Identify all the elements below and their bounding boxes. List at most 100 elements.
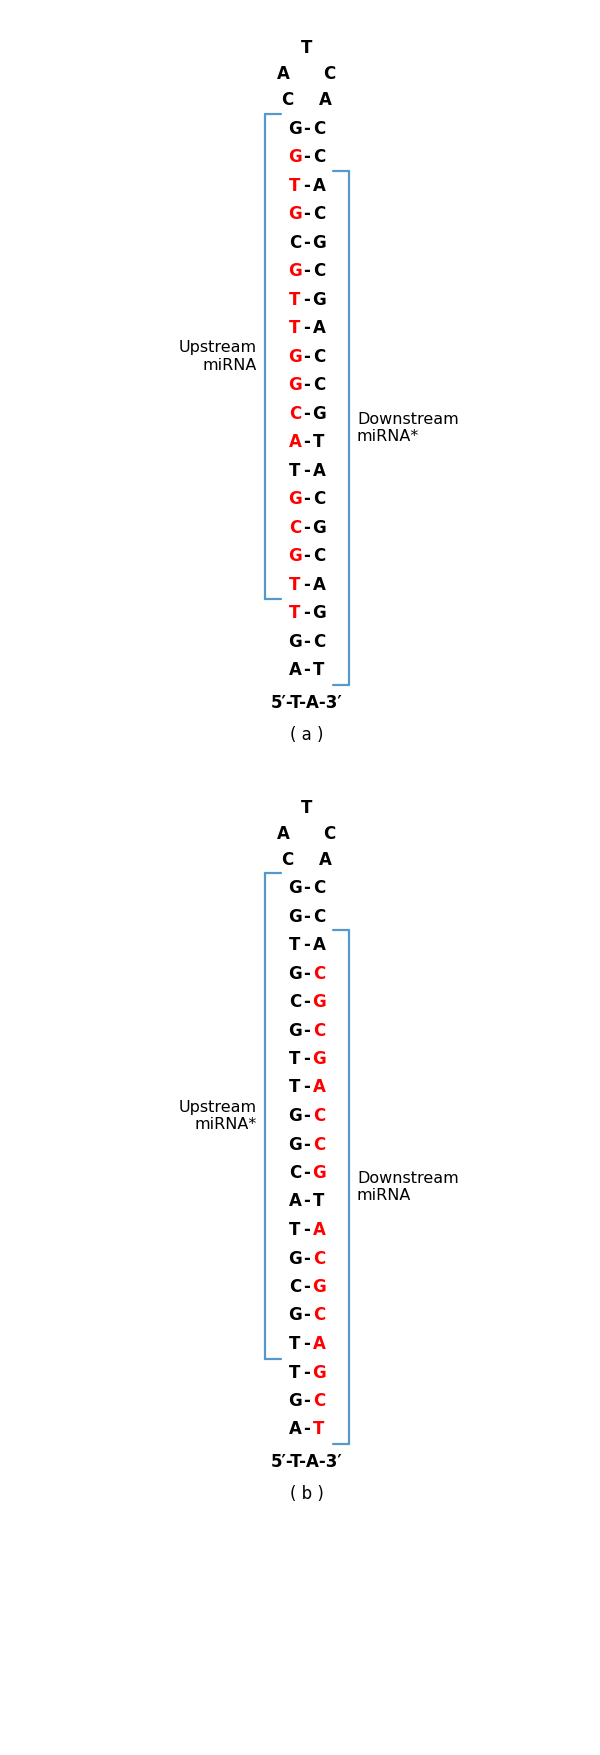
- Text: C: C: [323, 65, 335, 82]
- Text: -: -: [304, 462, 310, 479]
- Text: -: -: [304, 1049, 310, 1069]
- Text: A: A: [277, 825, 289, 842]
- Text: -: -: [304, 1306, 310, 1325]
- Text: G: G: [288, 1021, 302, 1039]
- Text: -: -: [304, 548, 310, 565]
- Text: -: -: [304, 1392, 310, 1409]
- Text: -: -: [304, 1364, 310, 1381]
- Text: -: -: [304, 632, 310, 651]
- Text: -: -: [304, 490, 310, 507]
- Text: -: -: [304, 319, 310, 337]
- Text: A: A: [313, 576, 325, 593]
- Text: T: T: [289, 1336, 301, 1353]
- Text: A: A: [289, 662, 301, 679]
- Text: -: -: [304, 518, 310, 537]
- Text: C: C: [313, 376, 325, 395]
- Text: A: A: [289, 1192, 301, 1211]
- Text: C: C: [313, 261, 325, 281]
- Text: G: G: [312, 518, 326, 537]
- Text: G: G: [288, 548, 302, 565]
- Text: C: C: [313, 205, 325, 223]
- Text: T: T: [289, 935, 301, 955]
- Text: C: C: [313, 347, 325, 365]
- Text: G: G: [288, 1250, 302, 1267]
- Text: Upstream
miRNA*: Upstream miRNA*: [179, 1100, 257, 1132]
- Text: 5′-T-A-3′: 5′-T-A-3′: [271, 693, 343, 711]
- Text: -: -: [304, 935, 310, 955]
- Text: T: T: [289, 1079, 301, 1097]
- Text: -: -: [304, 291, 310, 309]
- Text: C: C: [313, 907, 325, 925]
- Text: -: -: [304, 205, 310, 223]
- Text: A: A: [319, 851, 331, 869]
- Text: -: -: [304, 1221, 310, 1239]
- Text: C: C: [313, 632, 325, 651]
- Text: -: -: [304, 1135, 310, 1153]
- Text: C: C: [281, 91, 293, 109]
- Text: -: -: [304, 261, 310, 281]
- Text: C: C: [313, 1250, 325, 1267]
- Text: G: G: [312, 1278, 326, 1295]
- Text: G: G: [312, 404, 326, 423]
- Text: -: -: [304, 1192, 310, 1211]
- Text: G: G: [312, 1164, 326, 1183]
- Text: A: A: [289, 433, 301, 451]
- Text: C: C: [289, 233, 301, 251]
- Text: A: A: [313, 462, 325, 479]
- Text: T: T: [289, 1364, 301, 1381]
- Text: C: C: [313, 147, 325, 167]
- Text: G: G: [312, 993, 326, 1011]
- Text: G: G: [312, 1364, 326, 1381]
- Text: T: T: [313, 662, 325, 679]
- Text: C: C: [289, 1278, 301, 1295]
- Text: G: G: [312, 291, 326, 309]
- Text: Downstream
miRNA*: Downstream miRNA*: [357, 412, 459, 444]
- Text: -: -: [304, 907, 310, 925]
- Text: C: C: [313, 1306, 325, 1325]
- Text: -: -: [304, 1250, 310, 1267]
- Text: -: -: [304, 1278, 310, 1295]
- Text: C: C: [323, 825, 335, 842]
- Text: G: G: [288, 1306, 302, 1325]
- Text: C: C: [313, 965, 325, 983]
- Text: T: T: [289, 319, 301, 337]
- Text: A: A: [319, 91, 331, 109]
- Text: C: C: [289, 1164, 301, 1183]
- Text: -: -: [304, 965, 310, 983]
- Text: G: G: [312, 604, 326, 621]
- Text: C: C: [281, 851, 293, 869]
- Text: A: A: [313, 177, 325, 195]
- Text: C: C: [313, 1021, 325, 1039]
- Text: T: T: [301, 39, 313, 56]
- Text: -: -: [304, 233, 310, 251]
- Text: -: -: [304, 1021, 310, 1039]
- Text: C: C: [313, 490, 325, 507]
- Text: A: A: [313, 1336, 325, 1353]
- Text: T: T: [289, 177, 301, 195]
- Text: A: A: [313, 935, 325, 955]
- Text: T: T: [289, 1221, 301, 1239]
- Text: G: G: [288, 261, 302, 281]
- Text: T: T: [313, 433, 325, 451]
- Text: C: C: [313, 1135, 325, 1153]
- Text: G: G: [288, 1392, 302, 1409]
- Text: -: -: [304, 1420, 310, 1439]
- Text: -: -: [304, 177, 310, 195]
- Text: G: G: [288, 1135, 302, 1153]
- Text: Upstream
miRNA: Upstream miRNA: [179, 340, 257, 372]
- Text: A: A: [313, 1079, 325, 1097]
- Text: G: G: [288, 1107, 302, 1125]
- Text: -: -: [304, 119, 310, 137]
- Text: T: T: [301, 799, 313, 816]
- Text: ( b ): ( b ): [290, 1485, 324, 1502]
- Text: -: -: [304, 576, 310, 593]
- Text: C: C: [313, 119, 325, 137]
- Text: G: G: [288, 632, 302, 651]
- Text: C: C: [313, 1392, 325, 1409]
- Text: A: A: [289, 1420, 301, 1439]
- Text: T: T: [289, 576, 301, 593]
- Text: -: -: [304, 604, 310, 621]
- Text: G: G: [288, 347, 302, 365]
- Text: -: -: [304, 347, 310, 365]
- Text: -: -: [304, 1079, 310, 1097]
